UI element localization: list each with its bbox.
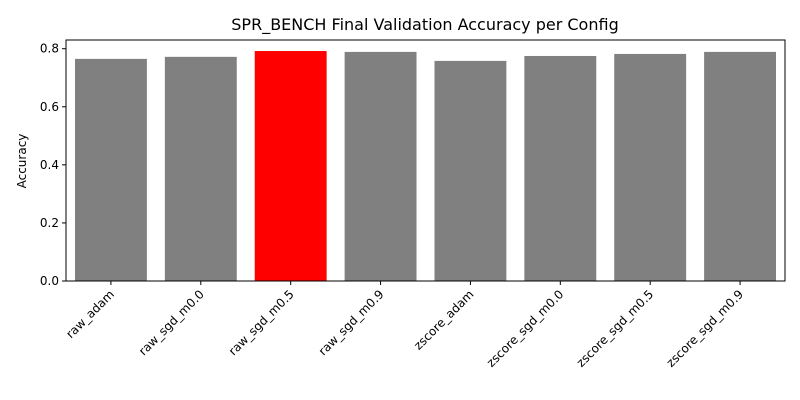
y-axis-ticks: 0.0 0.2 0.4 0.6 0.8: [40, 42, 66, 288]
plot-frame: [65, 39, 786, 282]
x-tick-label: raw_sgd_m0.5: [226, 287, 297, 358]
y-tick-label: 0.6: [40, 100, 59, 114]
chart-title: SPR_BENCH Final Validation Accuracy per …: [231, 15, 618, 35]
x-tick-label: zscore_sgd_m0.0: [484, 287, 567, 370]
bars-group: [74, 51, 777, 282]
x-tick-label: zscore_adam: [411, 287, 476, 352]
y-axis-label: Accuracy: [15, 134, 29, 189]
x-tick-label: raw_adam: [63, 287, 117, 341]
y-tick-label: 0.0: [40, 274, 59, 288]
x-tick-label: zscore_sgd_m0.9: [664, 287, 747, 370]
bar-zscore-sgd-m0-5: [614, 53, 687, 281]
x-tick-label: raw_sgd_m0.0: [136, 287, 207, 358]
bar-zscore-sgd-m0-0: [524, 55, 597, 281]
x-tick-label: raw_sgd_m0.9: [316, 287, 387, 358]
bar-raw-adam: [74, 58, 147, 282]
y-tick-label: 0.2: [40, 216, 59, 230]
y-tick-label: 0.4: [40, 158, 59, 172]
bar-zscore-adam: [434, 60, 507, 282]
bar-raw-sgd-m0-5: [254, 51, 327, 281]
bar-raw-sgd-m0-0: [164, 56, 237, 281]
x-tick-label: zscore_sgd_m0.5: [574, 287, 657, 370]
y-tick-label: 0.8: [40, 42, 59, 56]
x-axis-ticks: raw_adam raw_sgd_m0.0 raw_sgd_m0.5 raw_sgd_…: [63, 281, 746, 370]
bar-raw-sgd-m0-9: [344, 51, 417, 282]
bar-zscore-sgd-m0-9: [704, 51, 777, 282]
